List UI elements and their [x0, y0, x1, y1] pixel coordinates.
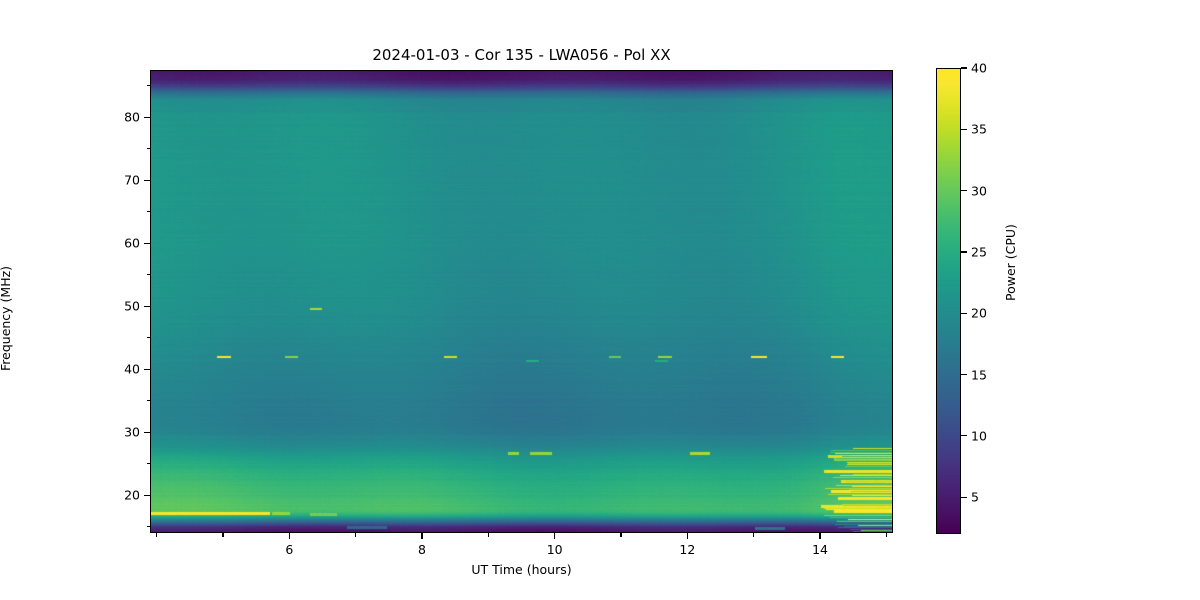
y-axis-minor-tick	[146, 274, 150, 276]
y-axis-tick-label: 70	[124, 172, 140, 188]
y-axis-tick	[144, 494, 150, 496]
x-axis-tick	[686, 533, 688, 539]
y-axis-tick-label: 80	[124, 109, 140, 125]
y-axis-minor-tick	[146, 85, 150, 87]
x-axis-minor-tick	[355, 533, 357, 537]
x-axis-tick-label: 14	[812, 542, 828, 557]
x-axis-tick	[819, 533, 821, 539]
y-axis-minor-tick	[146, 211, 150, 213]
dynamic-spectrum-image	[151, 71, 892, 532]
y-axis-minor-tick	[146, 337, 150, 339]
x-axis-label: UT Time (hours)	[471, 562, 572, 577]
colorbar-tick-label: 5	[971, 489, 979, 505]
y-axis-tick	[144, 305, 150, 307]
y-axis-tick	[144, 179, 150, 181]
y-axis-minor-tick	[146, 463, 150, 465]
colorbar-tick-label: 20	[971, 305, 987, 321]
colorbar-label: Power (CPU)	[1003, 224, 1018, 301]
x-axis-tick	[421, 533, 423, 539]
y-axis-tick	[144, 431, 150, 433]
y-axis-tick	[144, 116, 150, 118]
y-axis-minor-tick	[146, 526, 150, 528]
x-axis-minor-tick	[885, 533, 887, 537]
spectrogram-plot-area	[150, 70, 893, 533]
x-axis-tick-label: 10	[546, 542, 563, 557]
colorbar-tick	[961, 128, 967, 130]
x-axis-minor-tick	[156, 533, 158, 537]
colorbar	[936, 68, 961, 534]
x-axis-minor-tick	[753, 533, 755, 537]
colorbar-tick-label: 35	[971, 121, 987, 137]
y-axis-minor-tick	[146, 400, 150, 402]
colorbar-tick-label: 15	[971, 367, 987, 383]
y-axis-tick	[144, 242, 150, 244]
colorbar-ticks: 5 10 15 20 25 30 35 40	[961, 61, 1021, 534]
x-axis-tick	[554, 533, 556, 539]
y-axis: Frequency (MHz) 20 30 40 50 60 70 80	[0, 70, 150, 533]
y-axis-label: Frequency (MHz)	[0, 265, 13, 371]
y-axis-minor-tick	[146, 148, 150, 150]
x-axis-tick	[288, 533, 290, 539]
colorbar-tick	[961, 312, 967, 314]
colorbar-tick	[961, 496, 967, 498]
colorbar-tick-label: 10	[971, 428, 987, 444]
colorbar-tick	[961, 67, 967, 69]
x-axis-tick-label: 8	[418, 542, 426, 557]
y-axis-tick-label: 50	[124, 298, 140, 314]
colorbar-tick	[961, 251, 967, 253]
colorbar-gradient	[937, 69, 960, 533]
x-axis-tick-label: 12	[679, 542, 696, 557]
x-axis-minor-tick	[620, 533, 622, 537]
colorbar-tick-label: 30	[971, 183, 987, 199]
y-axis-tick	[144, 368, 150, 370]
x-axis-minor-tick	[222, 533, 224, 537]
colorbar-tick-label: 25	[971, 244, 987, 260]
x-axis: 6 8 10 12 14	[150, 533, 893, 563]
y-axis-tick-label: 20	[124, 487, 140, 503]
colorbar-tick	[961, 373, 967, 376]
y-axis-tick-label: 30	[124, 424, 140, 440]
x-axis-minor-tick	[487, 533, 489, 537]
y-axis-tick-label: 40	[124, 361, 140, 377]
y-axis-tick-label: 60	[124, 235, 140, 251]
colorbar-tick-label: 40	[971, 60, 987, 76]
colorbar-tick	[961, 190, 967, 192]
colorbar-tick	[961, 435, 967, 437]
x-axis-tick-label: 6	[285, 542, 294, 557]
page-title: 2024-01-03 - Cor 135 - LWA056 - Pol XX	[372, 46, 671, 64]
